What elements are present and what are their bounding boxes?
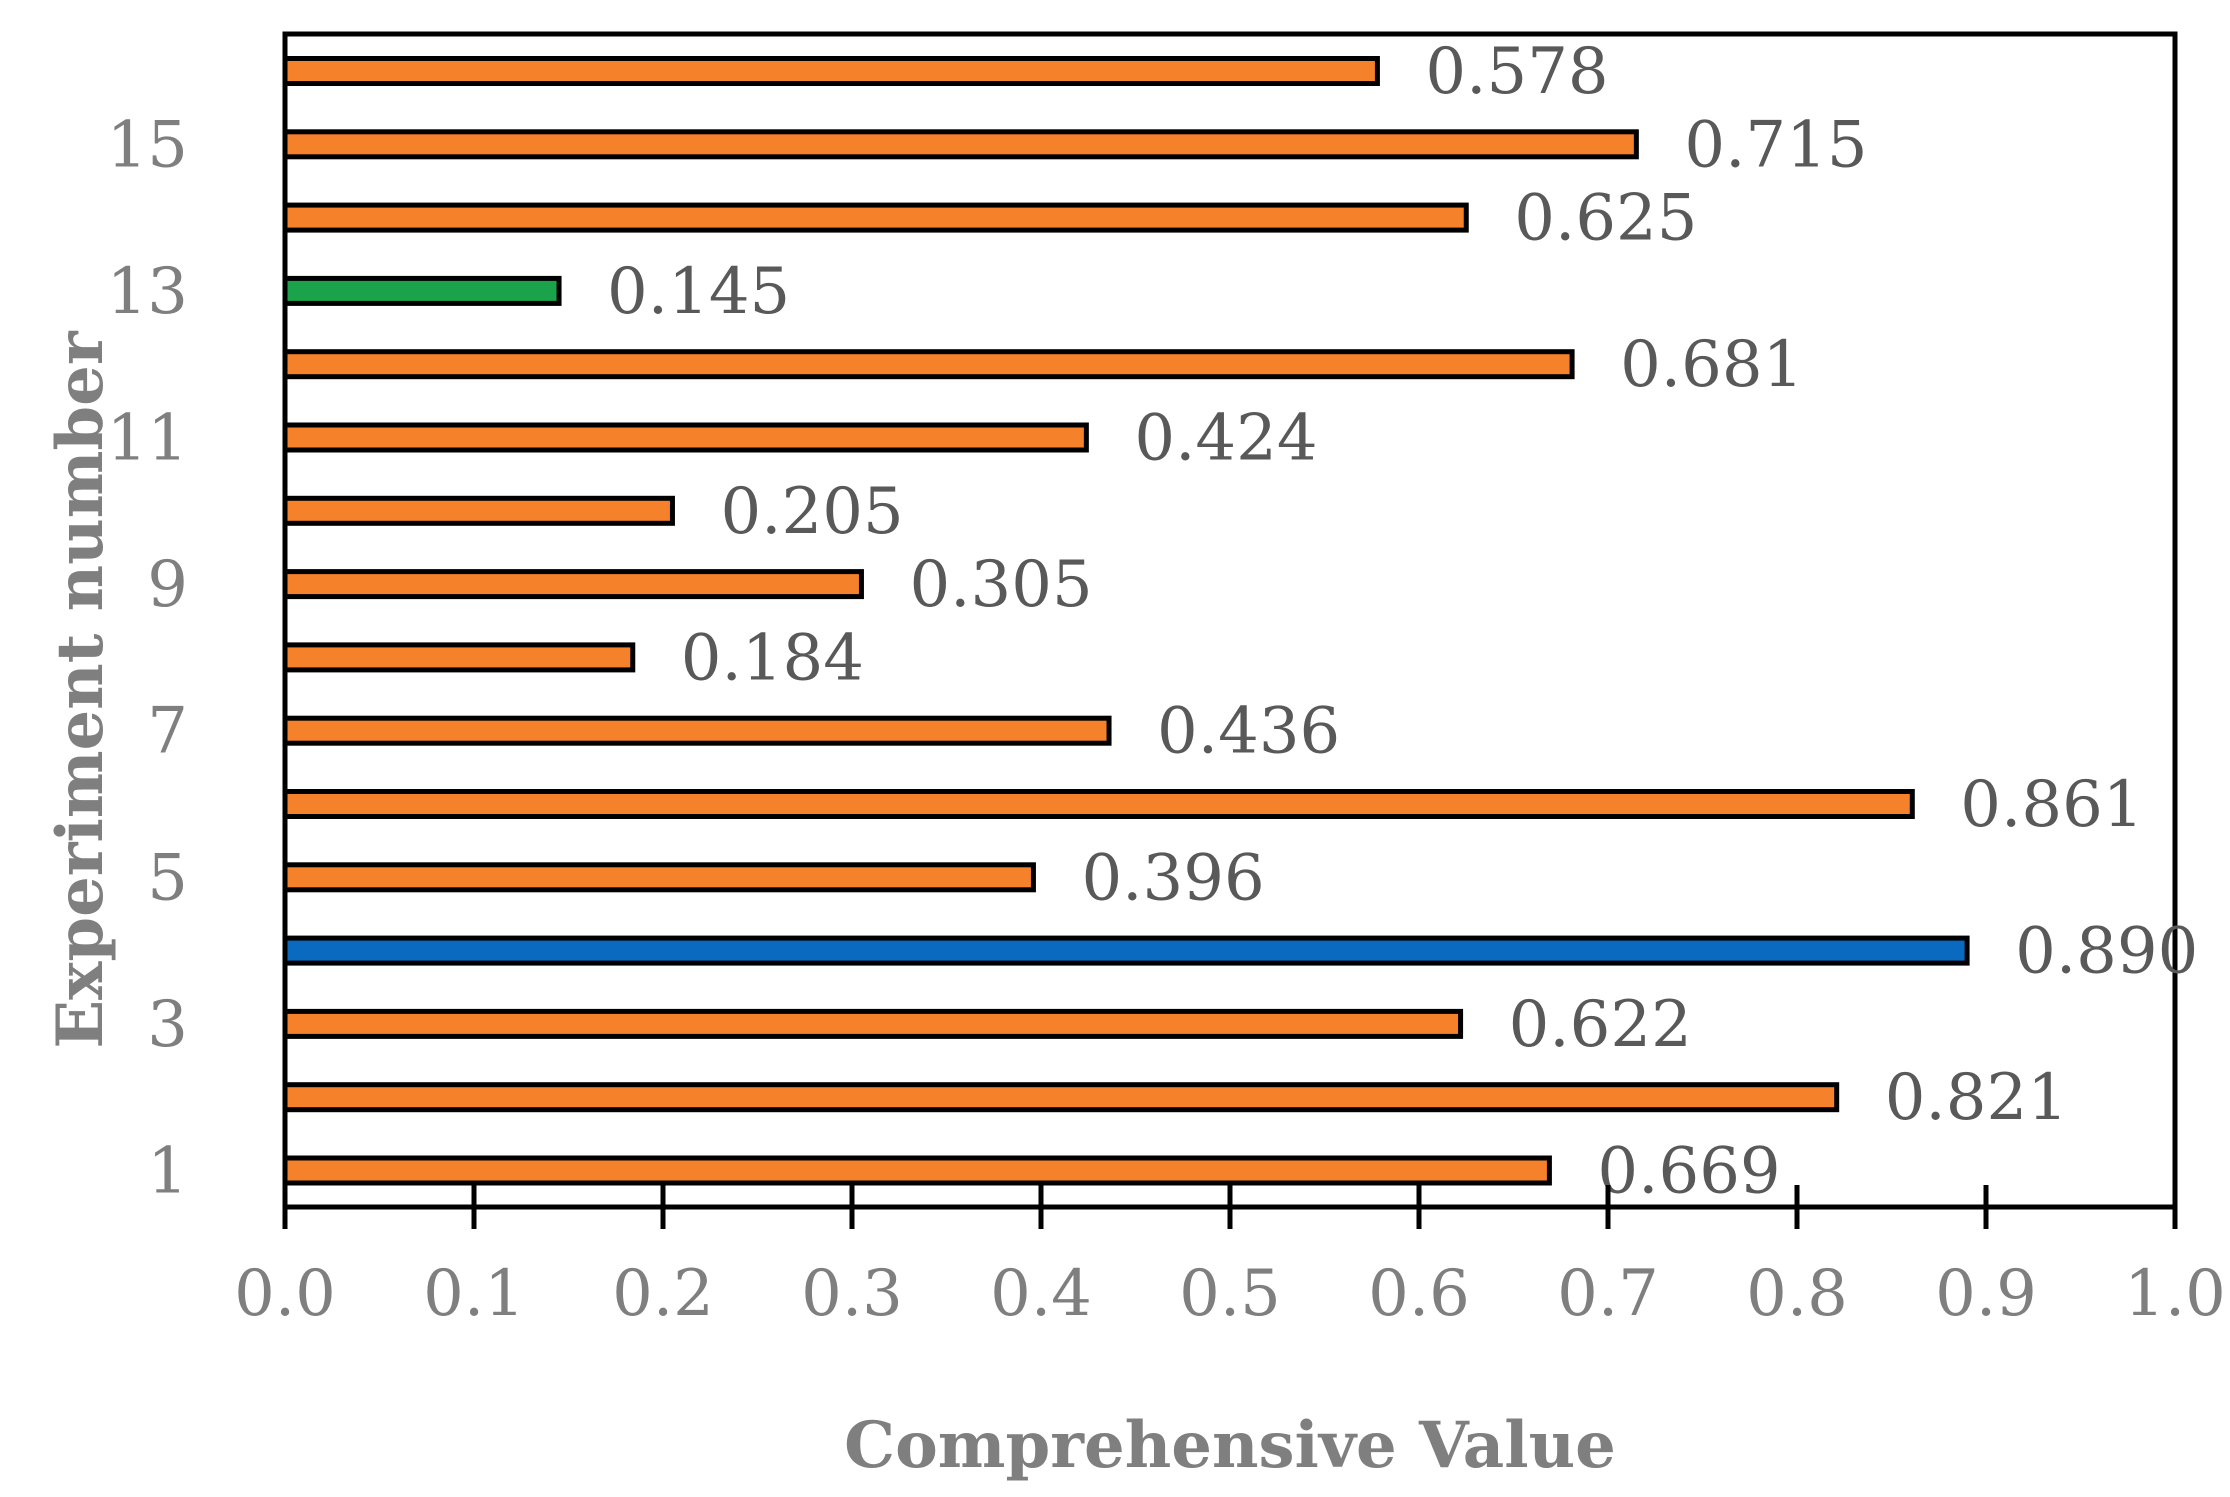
x-tick-label-0.9: 0.9	[1935, 1257, 2037, 1331]
x-tick-label-0.0: 0.0	[234, 1257, 336, 1331]
data-label-experiment-13: 0.145	[607, 255, 790, 329]
data-label-experiment-5: 0.396	[1081, 841, 1264, 915]
y-tick-label-3: 3	[147, 988, 188, 1062]
y-tick-label-13: 13	[107, 255, 188, 329]
data-label-experiment-16: 0.578	[1425, 35, 1608, 109]
bars-group: 0.669 0.821 0.622 0.890 0.396 0.861 0.436 0.184…	[282, 35, 2198, 1209]
data-label-experiment-12: 0.681	[1620, 328, 1803, 402]
bar-experiment-10	[282, 495, 675, 526]
data-label-experiment-3: 0.622	[1509, 988, 1692, 1062]
bar-experiment-14	[282, 202, 1469, 233]
x-tick-label-0.2: 0.2	[612, 1257, 714, 1331]
data-label-experiment-7: 0.436	[1157, 695, 1340, 769]
bar-experiment-9	[282, 569, 864, 600]
bar-experiment-3	[282, 1008, 1464, 1039]
bar-experiment-16	[282, 56, 1380, 86]
bar-experiment-13	[282, 275, 562, 306]
y-tick-label-7: 7	[147, 695, 188, 769]
data-label-experiment-2: 0.821	[1885, 1061, 2068, 1135]
data-label-experiment-14: 0.625	[1514, 182, 1697, 256]
bar-experiment-11	[282, 422, 1089, 453]
y-tick-label-15: 15	[107, 108, 188, 182]
data-label-experiment-9: 0.305	[909, 548, 1092, 622]
y-tick-label-9: 9	[147, 548, 188, 622]
bar-experiment-15	[282, 129, 1639, 160]
data-label-experiment-10: 0.205	[720, 475, 903, 549]
data-label-experiment-11: 0.424	[1134, 402, 1317, 476]
bar-experiment-8	[282, 642, 636, 673]
bar-experiment-12	[282, 349, 1575, 380]
y-tick-label-1: 1	[147, 1135, 188, 1209]
bar-experiment-2	[282, 1082, 1840, 1113]
bar-experiment-6	[282, 789, 1915, 819]
x-tick-label-0.6: 0.6	[1368, 1257, 1470, 1331]
bar-experiment-7	[282, 715, 1112, 746]
x-tick-label-0.5: 0.5	[1179, 1257, 1281, 1331]
x-tick-label-0.4: 0.4	[990, 1257, 1092, 1331]
x-axis-ticks: 0.0 0.1 0.2 0.3 0.4 0.5 0.6 0.7 0.8 0.9 1.0	[234, 1185, 2226, 1331]
y-tick-label-5: 5	[147, 841, 188, 915]
x-tick-label-0.1: 0.1	[423, 1257, 525, 1331]
x-tick-label-0.3: 0.3	[801, 1257, 903, 1331]
bar-experiment-5	[282, 862, 1036, 893]
x-tick-label-1.0: 1.0	[2124, 1257, 2226, 1331]
data-label-experiment-1: 0.669	[1597, 1135, 1780, 1209]
x-tick-label-0.7: 0.7	[1557, 1257, 1659, 1331]
data-label-experiment-15: 0.715	[1684, 108, 1867, 182]
bar-experiment-1	[282, 1155, 1552, 1186]
data-label-experiment-8: 0.184	[681, 621, 864, 695]
bar-experiment-4	[282, 935, 1970, 966]
data-label-experiment-4: 0.890	[2015, 915, 2198, 989]
y-tick-label-11: 11	[107, 402, 188, 476]
data-label-experiment-6: 0.861	[1960, 768, 2143, 842]
x-axis-title: Comprehensive Value	[844, 1408, 1616, 1483]
y-axis-title: Experiment number	[43, 330, 118, 1049]
x-tick-label-0.8: 0.8	[1746, 1257, 1848, 1331]
